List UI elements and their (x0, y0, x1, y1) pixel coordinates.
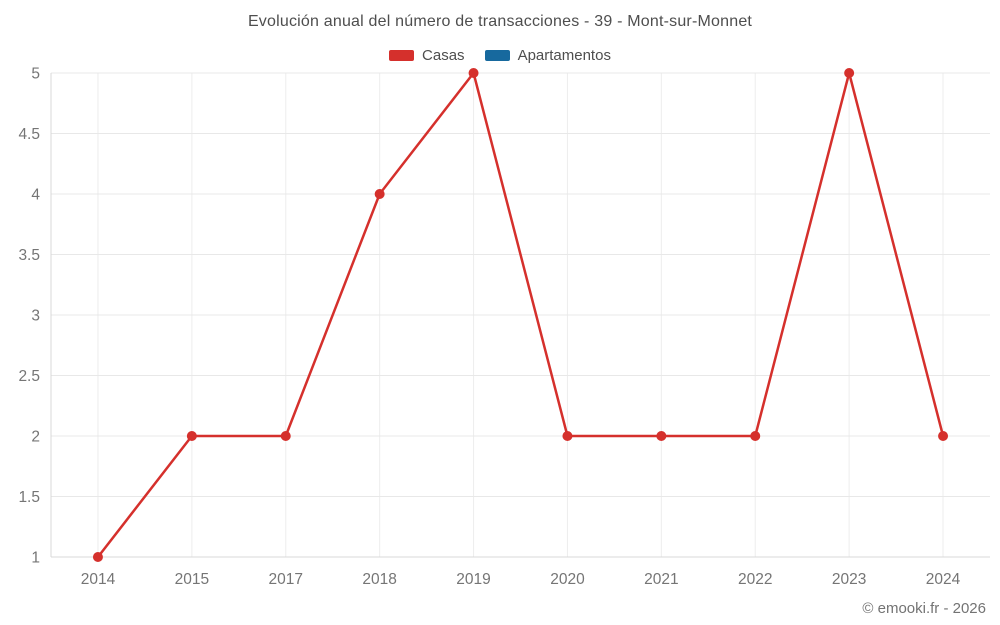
x-axis-tick-label: 2018 (362, 571, 396, 588)
x-axis-tick-label: 2020 (550, 571, 585, 588)
x-axis-tick-label: 2014 (81, 571, 116, 588)
x-axis-tick-label: 2024 (926, 571, 961, 588)
x-axis-tick-label: 2021 (644, 571, 678, 588)
casas-data-point-2024[interactable] (938, 431, 949, 441)
legend-item-casas[interactable]: Casas (389, 47, 465, 64)
x-axis-tick-label: 2022 (738, 571, 772, 588)
casas-data-point-2015[interactable] (186, 431, 197, 441)
copyright-watermark: © emooki.fr - 2026 (862, 600, 986, 617)
casas-data-point-2021[interactable] (656, 431, 667, 441)
legend-label-casas: Casas (422, 47, 465, 64)
y-axis-tick-label: 2.5 (18, 368, 40, 385)
y-axis-tick-label: 1.5 (18, 489, 40, 506)
chart-legend: Casas Apartamentos (0, 47, 1000, 64)
x-axis-tick-label: 2015 (175, 571, 209, 588)
legend-swatch-apartamentos (484, 50, 510, 61)
y-axis-tick-label: 2 (31, 429, 40, 446)
casas-data-point-2022[interactable] (750, 431, 761, 441)
x-axis-tick-label: 2023 (832, 571, 866, 588)
chart-title: Evolución anual del número de transaccio… (247, 13, 753, 30)
casas-data-point-2017[interactable] (280, 431, 291, 441)
casas-data-point-2018[interactable] (374, 189, 385, 199)
x-axis-tick-label: 2019 (456, 571, 490, 588)
legend-item-apartamentos[interactable]: Apartamentos (484, 47, 611, 64)
y-axis-tick-label: 4 (31, 187, 40, 204)
casas-data-point-2014[interactable] (92, 552, 103, 562)
y-axis-tick-label: 3 (31, 308, 40, 325)
legend-swatch-casas (389, 50, 415, 61)
casas-data-point-2020[interactable] (562, 431, 573, 441)
legend-label-apartamentos: Apartamentos (517, 47, 611, 64)
y-axis-tick-label: 5 (31, 66, 40, 83)
casas-data-point-2023[interactable] (844, 68, 855, 78)
y-axis-tick-label: 3.5 (18, 247, 40, 264)
y-axis-tick-label: 1 (31, 550, 40, 567)
x-axis-tick-label: 2017 (269, 571, 303, 588)
casas-series-line (96, 71, 945, 558)
y-axis-tick-label: 4.5 (18, 126, 40, 143)
casas-data-point-2019[interactable] (468, 68, 479, 78)
